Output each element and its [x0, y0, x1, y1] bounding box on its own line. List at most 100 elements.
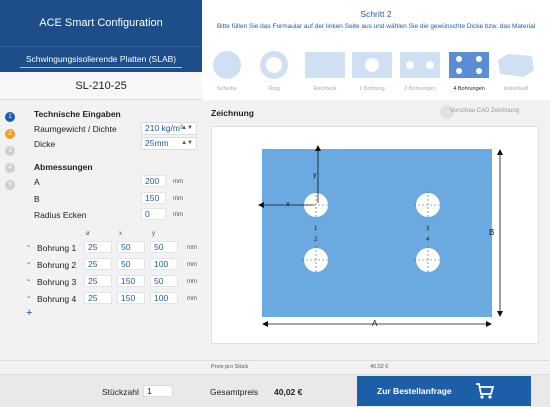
bore-label: Bohrung 4 [37, 294, 77, 304]
hole-1-label: 1 [314, 226, 318, 232]
shape-four-holes-icon[interactable] [449, 50, 489, 80]
b-arrow-bottom-icon [497, 311, 503, 317]
shape-custom-label[interactable]: individuell [503, 86, 529, 92]
hole-4-label: 4 [426, 237, 430, 243]
technical-heading: Technische Eingaben [34, 109, 121, 119]
bore-x-input[interactable]: 150 [117, 292, 145, 304]
product-code: SL-210-25 [0, 72, 202, 100]
hole-2-label: 2 [314, 237, 318, 243]
bore-x-input[interactable]: 50 [117, 241, 145, 253]
add-bore-button[interactable]: + [26, 307, 33, 319]
step-4-dot[interactable]: 4 [5, 163, 15, 173]
bore-y-input[interactable]: 100 [150, 292, 178, 304]
a-arrow-right-icon [486, 321, 492, 327]
step-2-dot[interactable]: 2 [5, 129, 15, 139]
shape-ring-label[interactable]: Ring [268, 86, 280, 92]
radius-input[interactable]: 0 [141, 208, 166, 220]
bore-label: Bohrung 1 [37, 243, 77, 253]
y-arrow-icon [315, 145, 321, 151]
radius-label: Radius Ecken [34, 210, 87, 220]
price-per-piece-label: Preis pro Stück [211, 364, 249, 370]
density-select[interactable]: 210 kg/m³ ▲▼ [141, 122, 197, 135]
hole-3 [414, 191, 442, 219]
a-input[interactable]: 200 [141, 175, 166, 187]
step-3-dot[interactable]: 3 [5, 146, 15, 156]
hole-4 [414, 246, 442, 274]
step-1-dot[interactable]: 1 [5, 112, 15, 122]
shape-two-holes-label[interactable]: 2 Bohrungen [404, 86, 436, 92]
bore-diameter-input[interactable]: 25 [84, 275, 112, 287]
bore-diameter-input[interactable]: 25 [84, 241, 112, 253]
shape-rectangle-icon[interactable] [305, 50, 345, 80]
price-per-piece-row [0, 360, 550, 374]
shape-two-holes-icon[interactable] [400, 50, 440, 80]
remove-bore-button[interactable]: - [27, 241, 31, 252]
thickness-value: 25mm [145, 138, 169, 148]
shape-disc-icon[interactable] [212, 50, 242, 80]
quantity-label: Stückzahl [102, 387, 139, 397]
shape-rectangle-label[interactable]: Rechteck [313, 86, 337, 92]
b-label: B [34, 194, 40, 204]
thickness-select[interactable]: 25mm ▲▼ [141, 137, 197, 150]
hole-2 [302, 246, 330, 274]
shape-one-hole-label[interactable]: 1 Bohrung [359, 86, 385, 92]
shape-ring-icon[interactable] [259, 50, 289, 80]
select-arrows-icon: ▲▼ [181, 140, 193, 146]
cart-icon [476, 383, 495, 399]
plate-shape [262, 149, 492, 317]
bore-x-input[interactable]: 150 [117, 275, 145, 287]
shape-custom-icon[interactable] [496, 50, 536, 80]
y-dimension-label: y [313, 172, 317, 179]
order-request-button[interactable]: Zur Bestellanfrage [357, 376, 531, 406]
order-request-label: Zur Bestellanfrage [377, 386, 452, 396]
unit-label: mm [187, 262, 197, 268]
shape-one-hole-icon[interactable] [352, 50, 392, 80]
app-title: ACE Smart Configuration [0, 0, 202, 46]
bore-diameter-input[interactable]: 25 [84, 292, 112, 304]
shape-four-holes-label[interactable]: 4 Bohrungen [453, 86, 485, 92]
x-arrow-icon [258, 202, 264, 208]
cad-preview-link[interactable]: Vorschau CAD Zeichnung [450, 108, 520, 114]
price-per-piece-value: 40,02 € [370, 364, 389, 370]
bore-y-input[interactable]: 50 [150, 241, 178, 253]
remove-bore-button[interactable]: - [27, 258, 31, 269]
quantity-input[interactable]: 1 [143, 385, 173, 397]
dimensions-heading: Abmessungen [34, 162, 93, 172]
col-y: y [152, 231, 155, 237]
density-label: Raumgewicht / Dichte [34, 124, 117, 134]
b-arrow-top-icon [497, 149, 503, 155]
hole-3-label: 3 [426, 226, 430, 232]
drawing-canvas: 1 2 3 4 y x A B [211, 126, 539, 344]
cad-preview-icon[interactable] [440, 105, 454, 119]
unit-label: mm [187, 245, 197, 251]
density-value: 210 kg/m³ [145, 123, 183, 133]
unit-label: mm [173, 179, 183, 185]
b-dimension-label: B [489, 228, 494, 237]
bore-x-input[interactable]: 50 [117, 258, 145, 270]
step-description: Bitte füllen Sie das Formaular auf der l… [216, 23, 536, 30]
product-type-selector[interactable]: Schwingungsisolierende Platten (SLAB) [20, 53, 182, 68]
b-input[interactable]: 150 [141, 192, 166, 204]
bore-label: Bohrung 2 [37, 260, 77, 270]
col-x: x [119, 231, 122, 237]
bore-y-input[interactable]: 50 [150, 275, 178, 287]
unit-label: mm [187, 279, 197, 285]
thickness-label: Dicke [34, 139, 56, 149]
remove-bore-button[interactable]: - [27, 275, 31, 286]
step-5-dot[interactable]: 5 [5, 180, 15, 190]
total-label: Gesamtpreis [210, 387, 259, 397]
bore-label: Bohrung 3 [37, 277, 77, 287]
shape-disc-label[interactable]: Scheibe [217, 86, 237, 92]
a-dimension-label: A [372, 319, 378, 328]
a-arrow-left-icon [262, 321, 268, 327]
drawing-title: Zeichnung [211, 108, 254, 118]
remove-bore-button[interactable]: - [27, 292, 31, 303]
a-label: A [34, 177, 40, 187]
step-title: Schritt 2 [360, 9, 392, 19]
col-diameter: ø [86, 231, 90, 237]
product-type-bar: Schwingungsisolierende Platten (SLAB) [0, 46, 202, 72]
x-dimension-label: x [286, 201, 290, 208]
bore-diameter-input[interactable]: 25 [84, 258, 112, 270]
unit-label: mm [173, 212, 183, 218]
bore-y-input[interactable]: 100 [150, 258, 178, 270]
